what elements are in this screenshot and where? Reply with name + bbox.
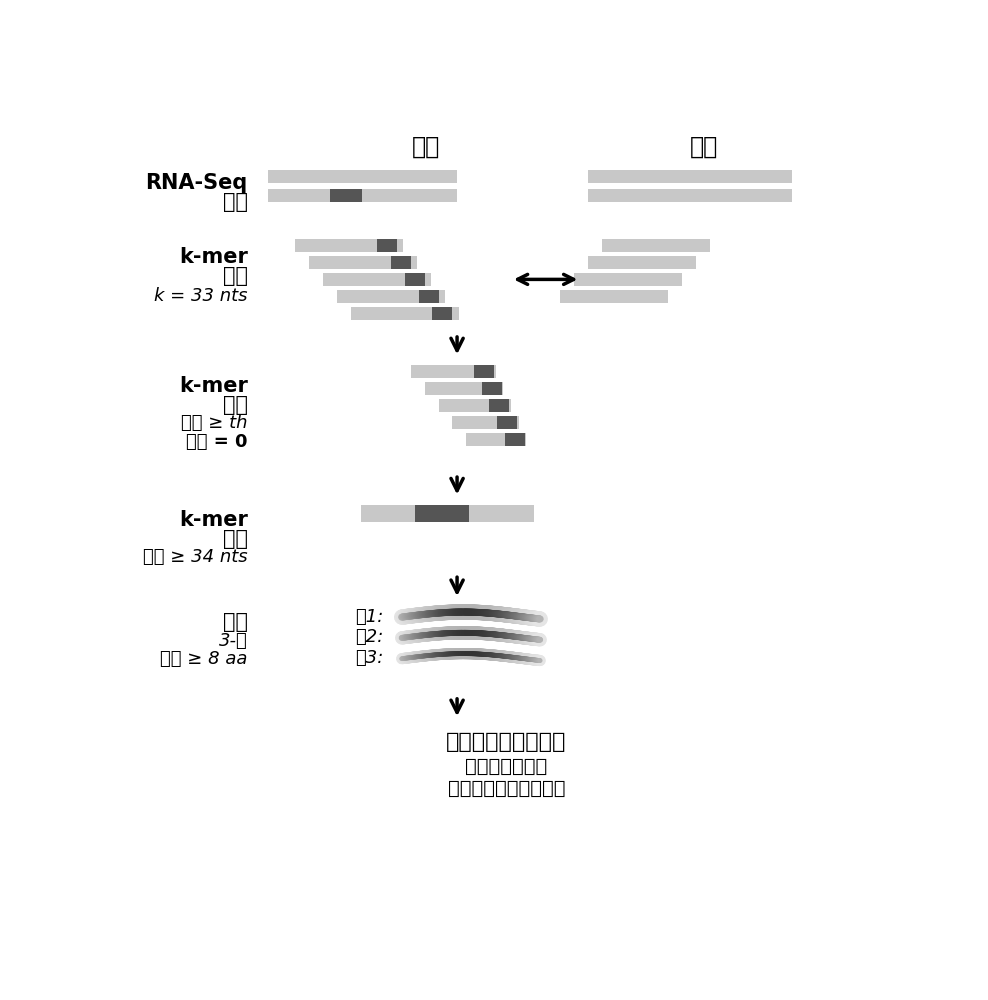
Bar: [433, 307, 453, 320]
Bar: [425, 382, 503, 395]
Bar: [323, 273, 431, 286]
Bar: [415, 505, 468, 522]
Bar: [482, 382, 502, 395]
Text: k-mer: k-mer: [179, 376, 248, 396]
Text: RNA-Seq: RNA-Seq: [145, 173, 248, 193]
Bar: [419, 290, 439, 303]
Bar: [391, 256, 411, 269]
Text: 框1:: 框1:: [356, 608, 383, 626]
Bar: [295, 239, 403, 252]
Text: 翻译: 翻译: [222, 612, 248, 632]
Text: k = 33 nts: k = 33 nts: [154, 287, 248, 305]
Bar: [560, 290, 668, 303]
Text: 癌症: 癌症: [412, 135, 441, 159]
Text: 框3:: 框3:: [356, 649, 383, 667]
Bar: [269, 189, 457, 202]
Text: 产生: 产生: [222, 266, 248, 286]
Text: 框2:: 框2:: [356, 628, 383, 646]
Bar: [588, 189, 792, 202]
Text: k-mer: k-mer: [179, 510, 248, 530]
Bar: [269, 170, 457, 183]
Text: 3-框: 3-框: [219, 632, 248, 650]
Text: 正常: 正常: [690, 135, 717, 159]
Text: 癌症特异性蜗白质组: 癌症特异性蜗白质组: [447, 732, 566, 752]
Bar: [505, 433, 525, 446]
Bar: [474, 365, 494, 378]
Text: 正常 = 0: 正常 = 0: [186, 433, 248, 451]
Text: 癌症 ≥ th: 癌症 ≥ th: [181, 414, 248, 432]
Bar: [309, 256, 417, 269]
Bar: [439, 399, 511, 412]
Bar: [411, 365, 496, 378]
Text: 结构变体（融合，等）: 结构变体（融合，等）: [448, 779, 565, 798]
Text: k-mer: k-mer: [179, 247, 248, 267]
Bar: [405, 273, 425, 286]
Text: 长度 ≥ 34 nts: 长度 ≥ 34 nts: [143, 548, 248, 566]
Bar: [588, 170, 792, 183]
Text: 读数: 读数: [222, 192, 248, 212]
Bar: [466, 433, 527, 446]
Bar: [330, 189, 363, 202]
Bar: [497, 416, 517, 429]
Bar: [588, 256, 696, 269]
Bar: [574, 273, 682, 286]
Bar: [351, 307, 458, 320]
Bar: [453, 416, 519, 429]
Bar: [489, 399, 510, 412]
Text: 组装: 组装: [222, 529, 248, 549]
Bar: [361, 505, 535, 522]
Text: 过滤: 过滤: [222, 395, 248, 415]
Bar: [337, 290, 445, 303]
Bar: [377, 239, 397, 252]
Text: 非典型翻译事件: 非典型翻译事件: [465, 757, 547, 776]
Text: 长度 ≥ 8 aa: 长度 ≥ 8 aa: [160, 650, 248, 668]
Bar: [602, 239, 709, 252]
